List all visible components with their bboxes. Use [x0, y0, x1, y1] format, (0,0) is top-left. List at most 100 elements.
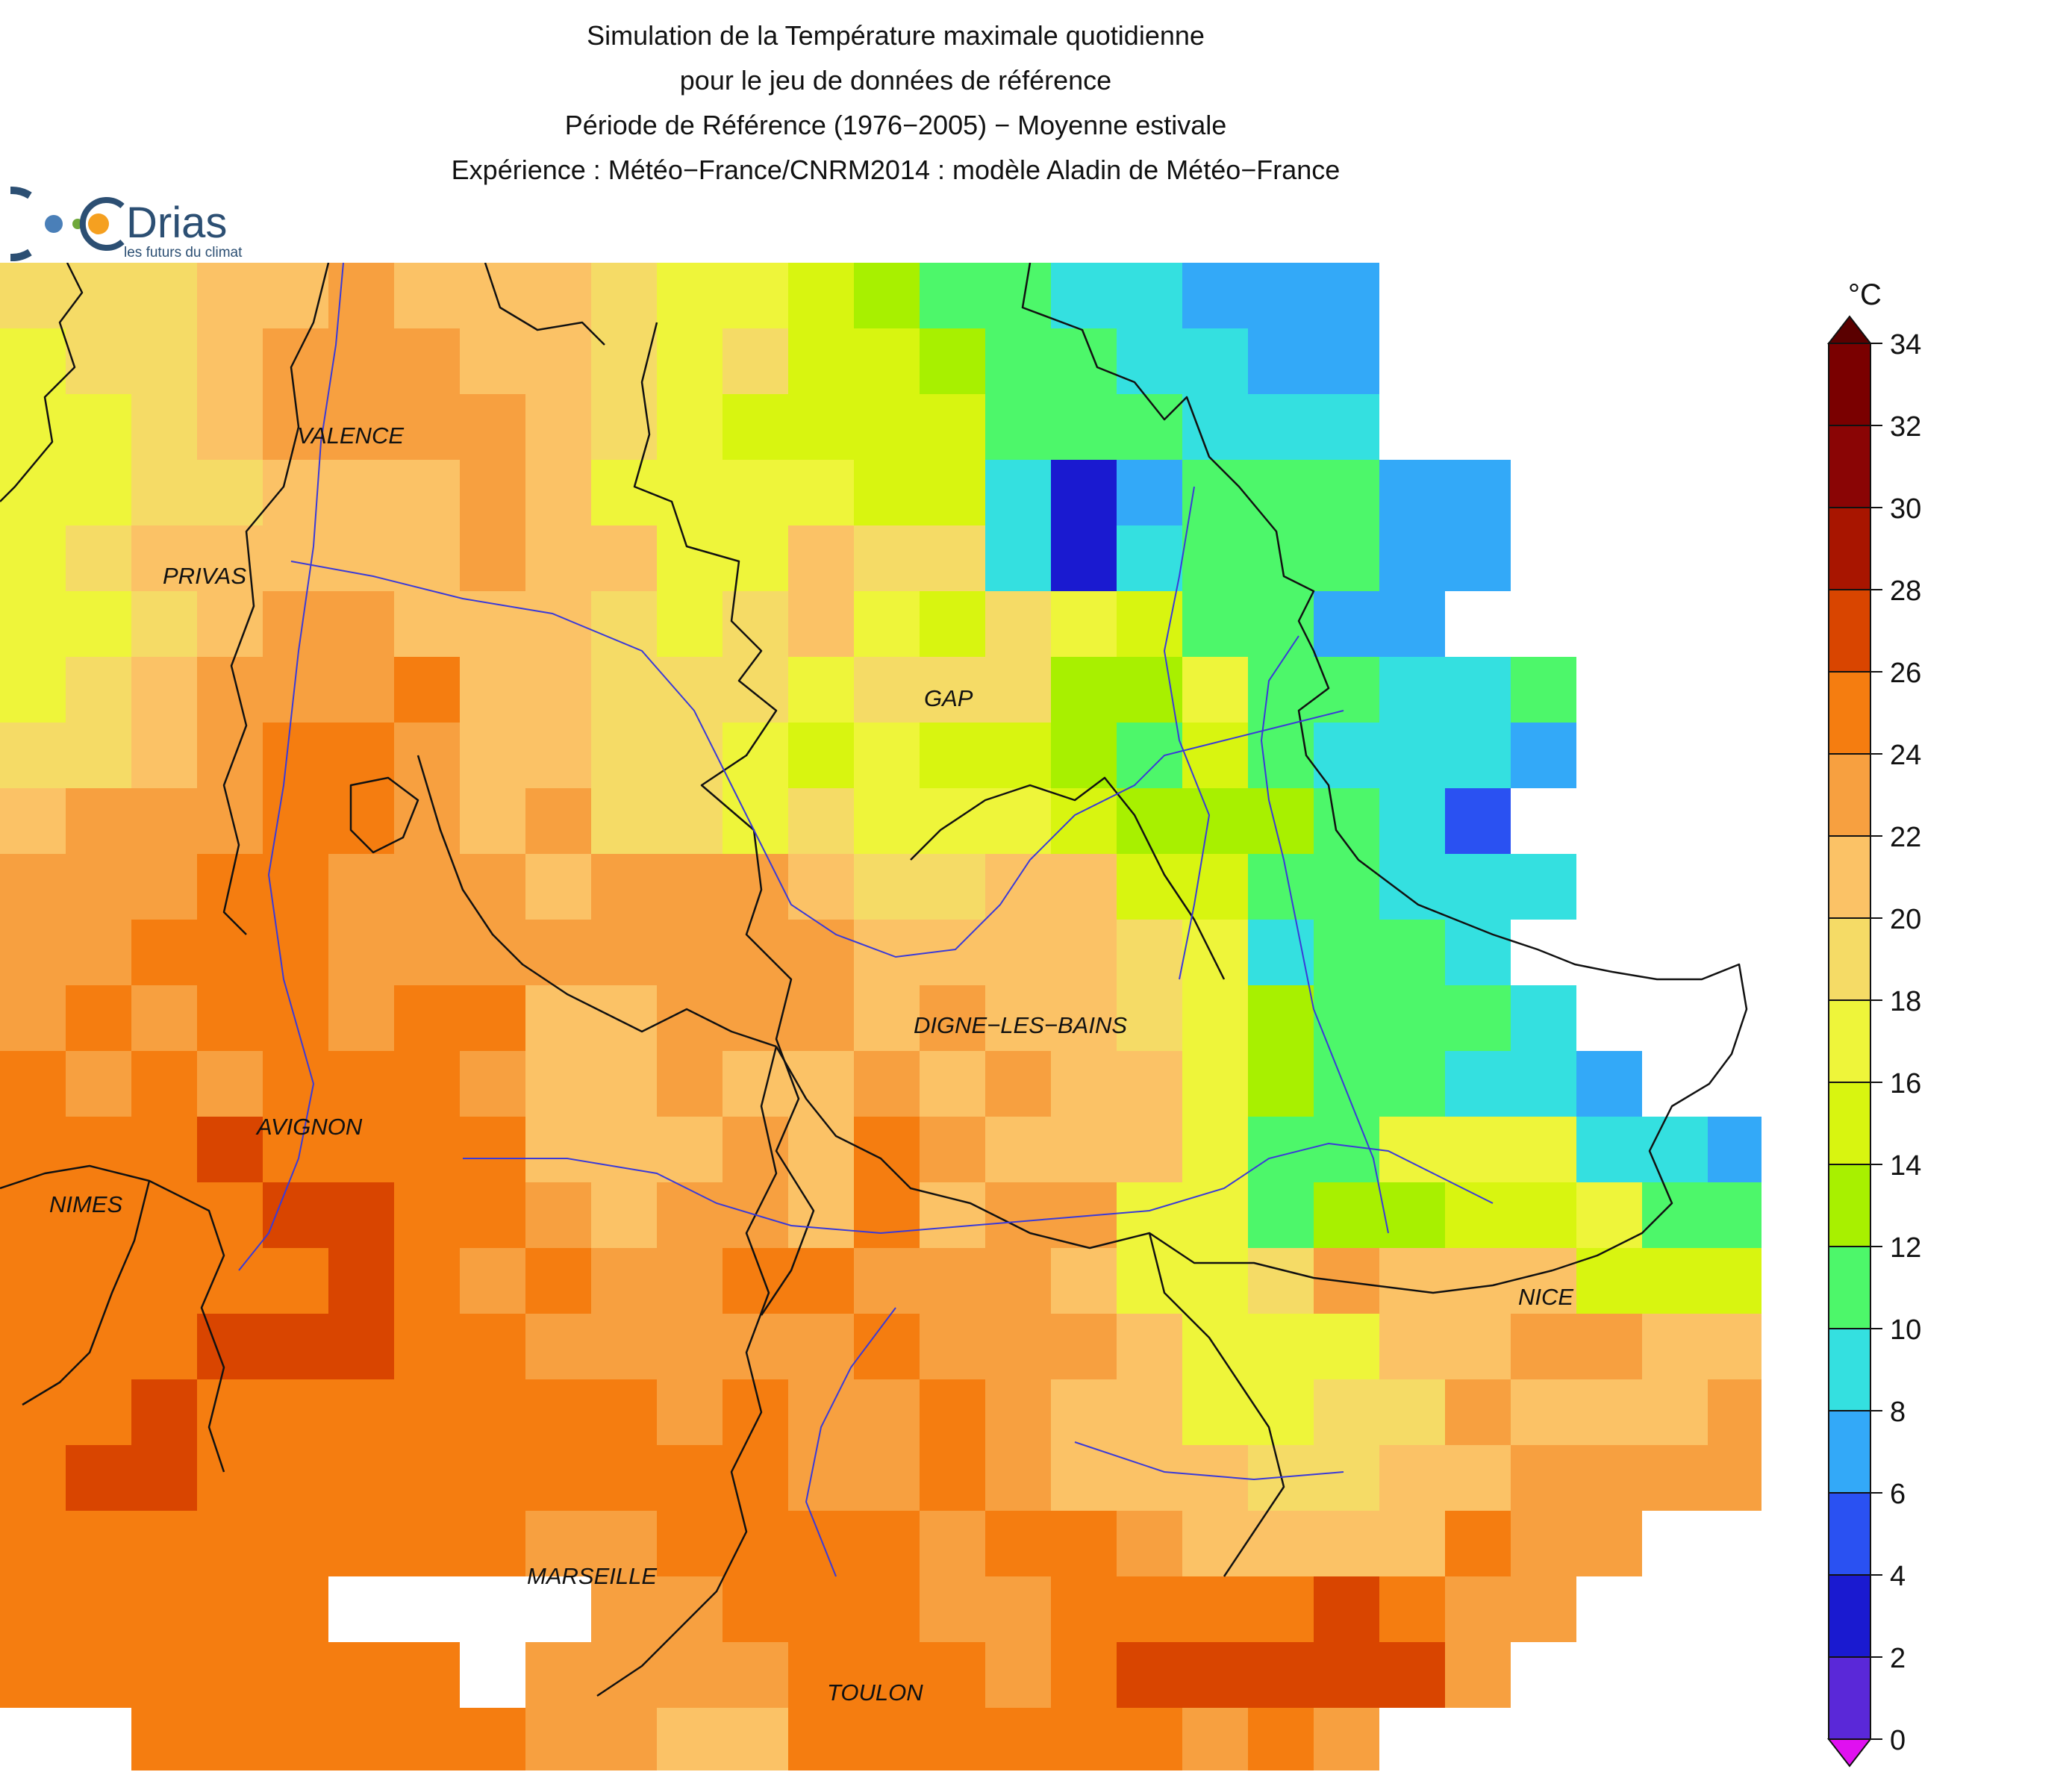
grid-cell — [197, 723, 263, 789]
grid-cell — [854, 394, 920, 461]
grid-cell — [1445, 920, 1511, 986]
grid-cell — [854, 591, 920, 658]
grid-cell — [0, 920, 66, 986]
grid-cell — [1248, 1182, 1314, 1249]
legend-band — [1828, 835, 1871, 919]
grid-cell — [197, 460, 263, 526]
grid-cell — [131, 657, 198, 723]
grid-cell — [723, 1642, 789, 1709]
grid-cell — [1182, 1708, 1249, 1771]
borders-layer — [0, 263, 1748, 1697]
grid-cell — [197, 1379, 263, 1446]
grid-cell — [985, 1708, 1052, 1771]
grid-cell — [1117, 1708, 1183, 1771]
grid-cell — [131, 1576, 198, 1643]
grid-cell — [1248, 263, 1314, 329]
grid-cell — [131, 788, 198, 855]
grid-cell — [66, 1511, 132, 1577]
grid-cell — [788, 1642, 855, 1709]
grid-cell — [1051, 525, 1117, 592]
grid-cell — [197, 1248, 263, 1314]
grid-cell — [657, 1182, 723, 1249]
region-border — [222, 263, 330, 935]
grid-cell — [657, 1117, 723, 1183]
grid-cell — [263, 1051, 329, 1117]
grid-cell — [1708, 1445, 1761, 1511]
grid-cell — [1511, 263, 1577, 329]
grid-cell — [197, 1117, 263, 1183]
grid-cell — [197, 1051, 263, 1117]
legend-tick-label: 12 — [1890, 1232, 1921, 1264]
region-border — [1148, 1232, 1285, 1577]
grid-cell — [1314, 1576, 1380, 1643]
grid-cell — [1511, 854, 1577, 920]
grid-cell — [1642, 1248, 1709, 1314]
grid-cell — [1379, 920, 1446, 986]
grid-cell — [1379, 591, 1446, 658]
grid-cell — [1379, 1117, 1446, 1183]
legend-band — [1828, 1246, 1871, 1329]
grid-cell — [328, 1445, 395, 1511]
grid-cell — [1445, 1576, 1511, 1643]
grid-cell — [66, 657, 132, 723]
grid-cell — [66, 1445, 132, 1511]
grid-cell — [66, 1182, 132, 1249]
grid-cell — [591, 1117, 658, 1183]
grid-cell — [525, 723, 592, 789]
grid-cell — [460, 1117, 526, 1183]
grid-cell — [854, 788, 920, 855]
grid-cell — [1051, 1051, 1117, 1117]
grid-cell — [328, 854, 395, 920]
grid-cell — [657, 1708, 723, 1771]
grid-cell — [66, 1117, 132, 1183]
grid-cell — [1314, 1051, 1380, 1117]
grid-cell — [263, 263, 329, 329]
grid-cell — [328, 1379, 395, 1446]
grid-cell — [723, 854, 789, 920]
legend-band — [1828, 343, 1871, 426]
region-border — [775, 1046, 1553, 1294]
grid-cell — [1708, 1182, 1761, 1249]
grid-cell — [66, 263, 132, 329]
grid-cell — [920, 723, 986, 789]
grid-cell — [1511, 525, 1577, 592]
grid-cell — [1314, 723, 1380, 789]
grid-cell — [394, 1379, 461, 1446]
grid-cell — [854, 1051, 920, 1117]
grid-cell — [1248, 920, 1314, 986]
grid-cell — [1051, 1511, 1117, 1577]
grid-cell — [1248, 1051, 1314, 1117]
grid-cell — [788, 1379, 855, 1446]
grid-cell — [723, 920, 789, 986]
grid-cell — [985, 723, 1052, 789]
grid-cell — [263, 591, 329, 658]
grid-cell — [0, 1642, 66, 1709]
grid-cell — [854, 854, 920, 920]
grid-cell — [1379, 854, 1446, 920]
grid-cell — [788, 1708, 855, 1771]
grid-cell — [525, 1642, 592, 1709]
grid-cell — [657, 394, 723, 461]
grid-cell — [1642, 263, 1709, 329]
grid-cell — [1511, 1117, 1577, 1183]
grid-cell — [1642, 1642, 1709, 1709]
grid-cell — [1182, 591, 1249, 658]
legend-tick-label: 22 — [1890, 822, 1921, 853]
grid-cell — [1445, 788, 1511, 855]
grid-cell — [591, 591, 658, 658]
grid-cell — [394, 460, 461, 526]
grid-cell — [1445, 1708, 1511, 1771]
grid-cell — [723, 263, 789, 329]
grid-cell — [985, 460, 1052, 526]
grid-cell — [525, 1314, 592, 1380]
grid-cell — [723, 591, 789, 658]
grid-cell — [1708, 657, 1761, 723]
grid-cell — [1708, 263, 1761, 329]
grid-cell — [131, 1182, 198, 1249]
grid-cell — [131, 1379, 198, 1446]
grid-cell — [328, 920, 395, 986]
grid-cell — [985, 1511, 1052, 1577]
grid-cell — [1182, 460, 1249, 526]
grid-cell — [657, 920, 723, 986]
